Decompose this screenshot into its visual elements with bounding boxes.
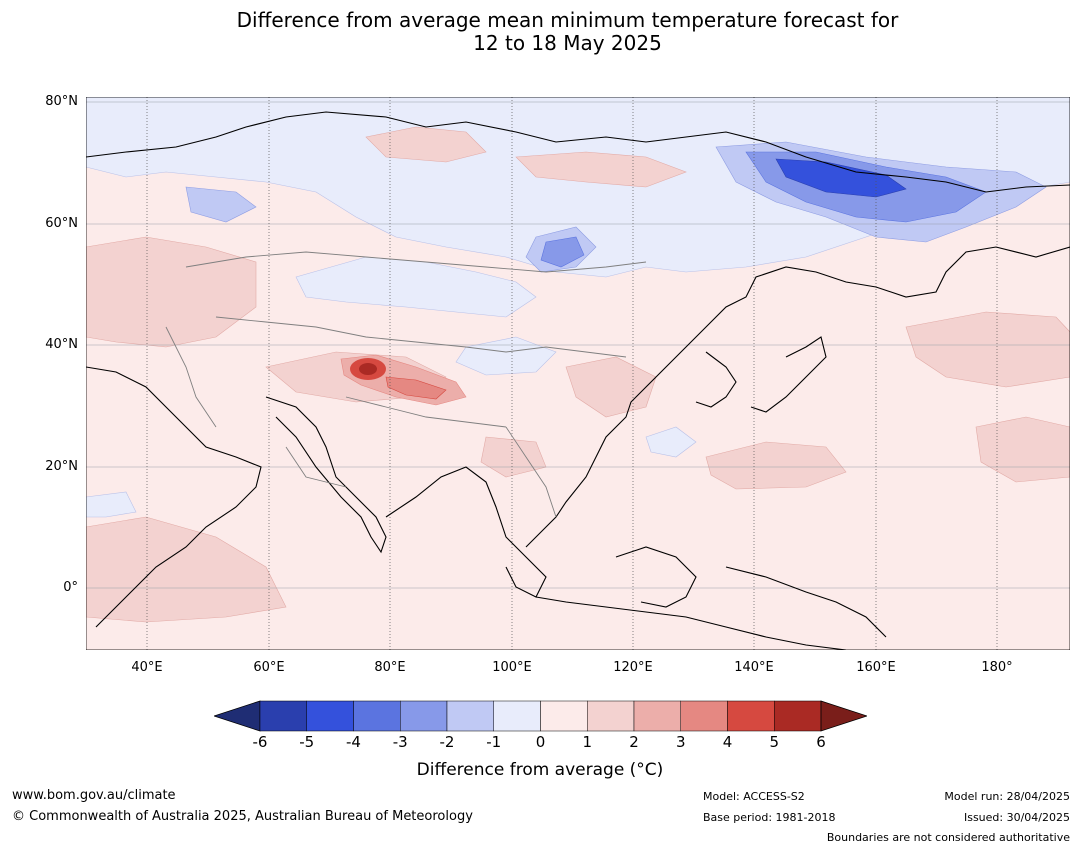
lat-label-40n: 40°N: [45, 337, 78, 352]
lon-label-60e: 60°E: [253, 660, 285, 675]
colorbar-tick-label: -6: [252, 733, 268, 751]
map-title: Difference from average mean minimum tem…: [0, 9, 1081, 55]
cold-anomaly-very-strong: [775, 158, 907, 198]
lon-label-180: 180°: [981, 660, 1013, 675]
lat-label-80n: 80°N: [45, 94, 78, 109]
lon-label-80e: 80°E: [374, 660, 406, 675]
lat-label-60n: 60°N: [45, 216, 78, 231]
colorbar-tick-label: 1: [582, 733, 593, 751]
lon-label-160e: 160°E: [856, 660, 896, 675]
issued-date: Issued: 30/04/2025: [963, 811, 1070, 824]
model-run-date: Model run: 28/04/2025: [944, 790, 1070, 803]
map-canvas: [85, 96, 1071, 651]
colorbar-label: Difference from average (°C): [416, 760, 664, 780]
copyright-text: © Commonwealth of Australia 2025, Austra…: [12, 809, 473, 824]
colorbar-tick-label: 3: [675, 733, 686, 751]
warm-anomaly-strong: [340, 354, 467, 406]
lat-label-20n: 20°N: [45, 459, 78, 474]
colorbar-swatch: [587, 700, 635, 732]
lon-label-100e: 100°E: [492, 660, 532, 675]
colorbar-swatch: [727, 700, 775, 732]
colorbar-swatch: [259, 700, 307, 732]
lon-label-40e: 40°E: [131, 660, 163, 675]
colorbar-swatch: [774, 700, 822, 732]
meridians: [146, 97, 998, 650]
colorbar-tick-label: 5: [769, 733, 780, 751]
colorbar-extend-low: [212, 700, 261, 732]
colorbar-swatch: [633, 700, 681, 732]
title-line-2: 12 to 18 May 2025: [473, 31, 662, 55]
lon-label-140e: 140°E: [734, 660, 774, 675]
colorbar-tick-label: -5: [299, 733, 315, 751]
colorbar-tick-label: -3: [392, 733, 408, 751]
colorbar-tick-label: 2: [629, 733, 639, 751]
lat-label-0: 0°: [63, 580, 78, 595]
colorbar-swatch: [446, 700, 494, 732]
colorbar: [212, 699, 869, 733]
colorbar-tick-label: 0: [535, 733, 546, 751]
colorbar-tick-label: 4: [722, 733, 733, 751]
colorbar-tick-label: -1: [486, 733, 502, 751]
colorbar-swatch: [353, 700, 401, 732]
colorbar-swatch: [306, 700, 354, 732]
title-line-1: Difference from average mean minimum tem…: [236, 8, 899, 32]
colorbar-tick-label: -2: [439, 733, 455, 751]
country-borders: [165, 251, 647, 518]
website-link[interactable]: www.bom.gov.au/climate: [12, 788, 176, 803]
colorbar-swatch: [493, 700, 541, 732]
colorbar-extend-high: [820, 700, 869, 732]
colorbar-swatch: [540, 700, 588, 732]
lon-label-120e: 120°E: [613, 660, 653, 675]
colorbar-swatch: [680, 700, 728, 732]
colorbar-tick-label: 6: [816, 733, 826, 751]
base-period: Base period: 1981-2018: [703, 811, 836, 824]
colorbar-svg: [212, 700, 869, 732]
boundaries-note: Boundaries are not considered authoritat…: [826, 831, 1070, 844]
cold-anomaly-regions: [85, 96, 1071, 518]
colorbar-swatch: [400, 700, 448, 732]
coastlines: [85, 111, 1071, 651]
forecast-map: [85, 96, 1071, 651]
model-name: Model: ACCESS-S2: [703, 790, 805, 803]
graticule: [86, 101, 1070, 589]
colorbar-tick-label: -4: [346, 733, 361, 751]
